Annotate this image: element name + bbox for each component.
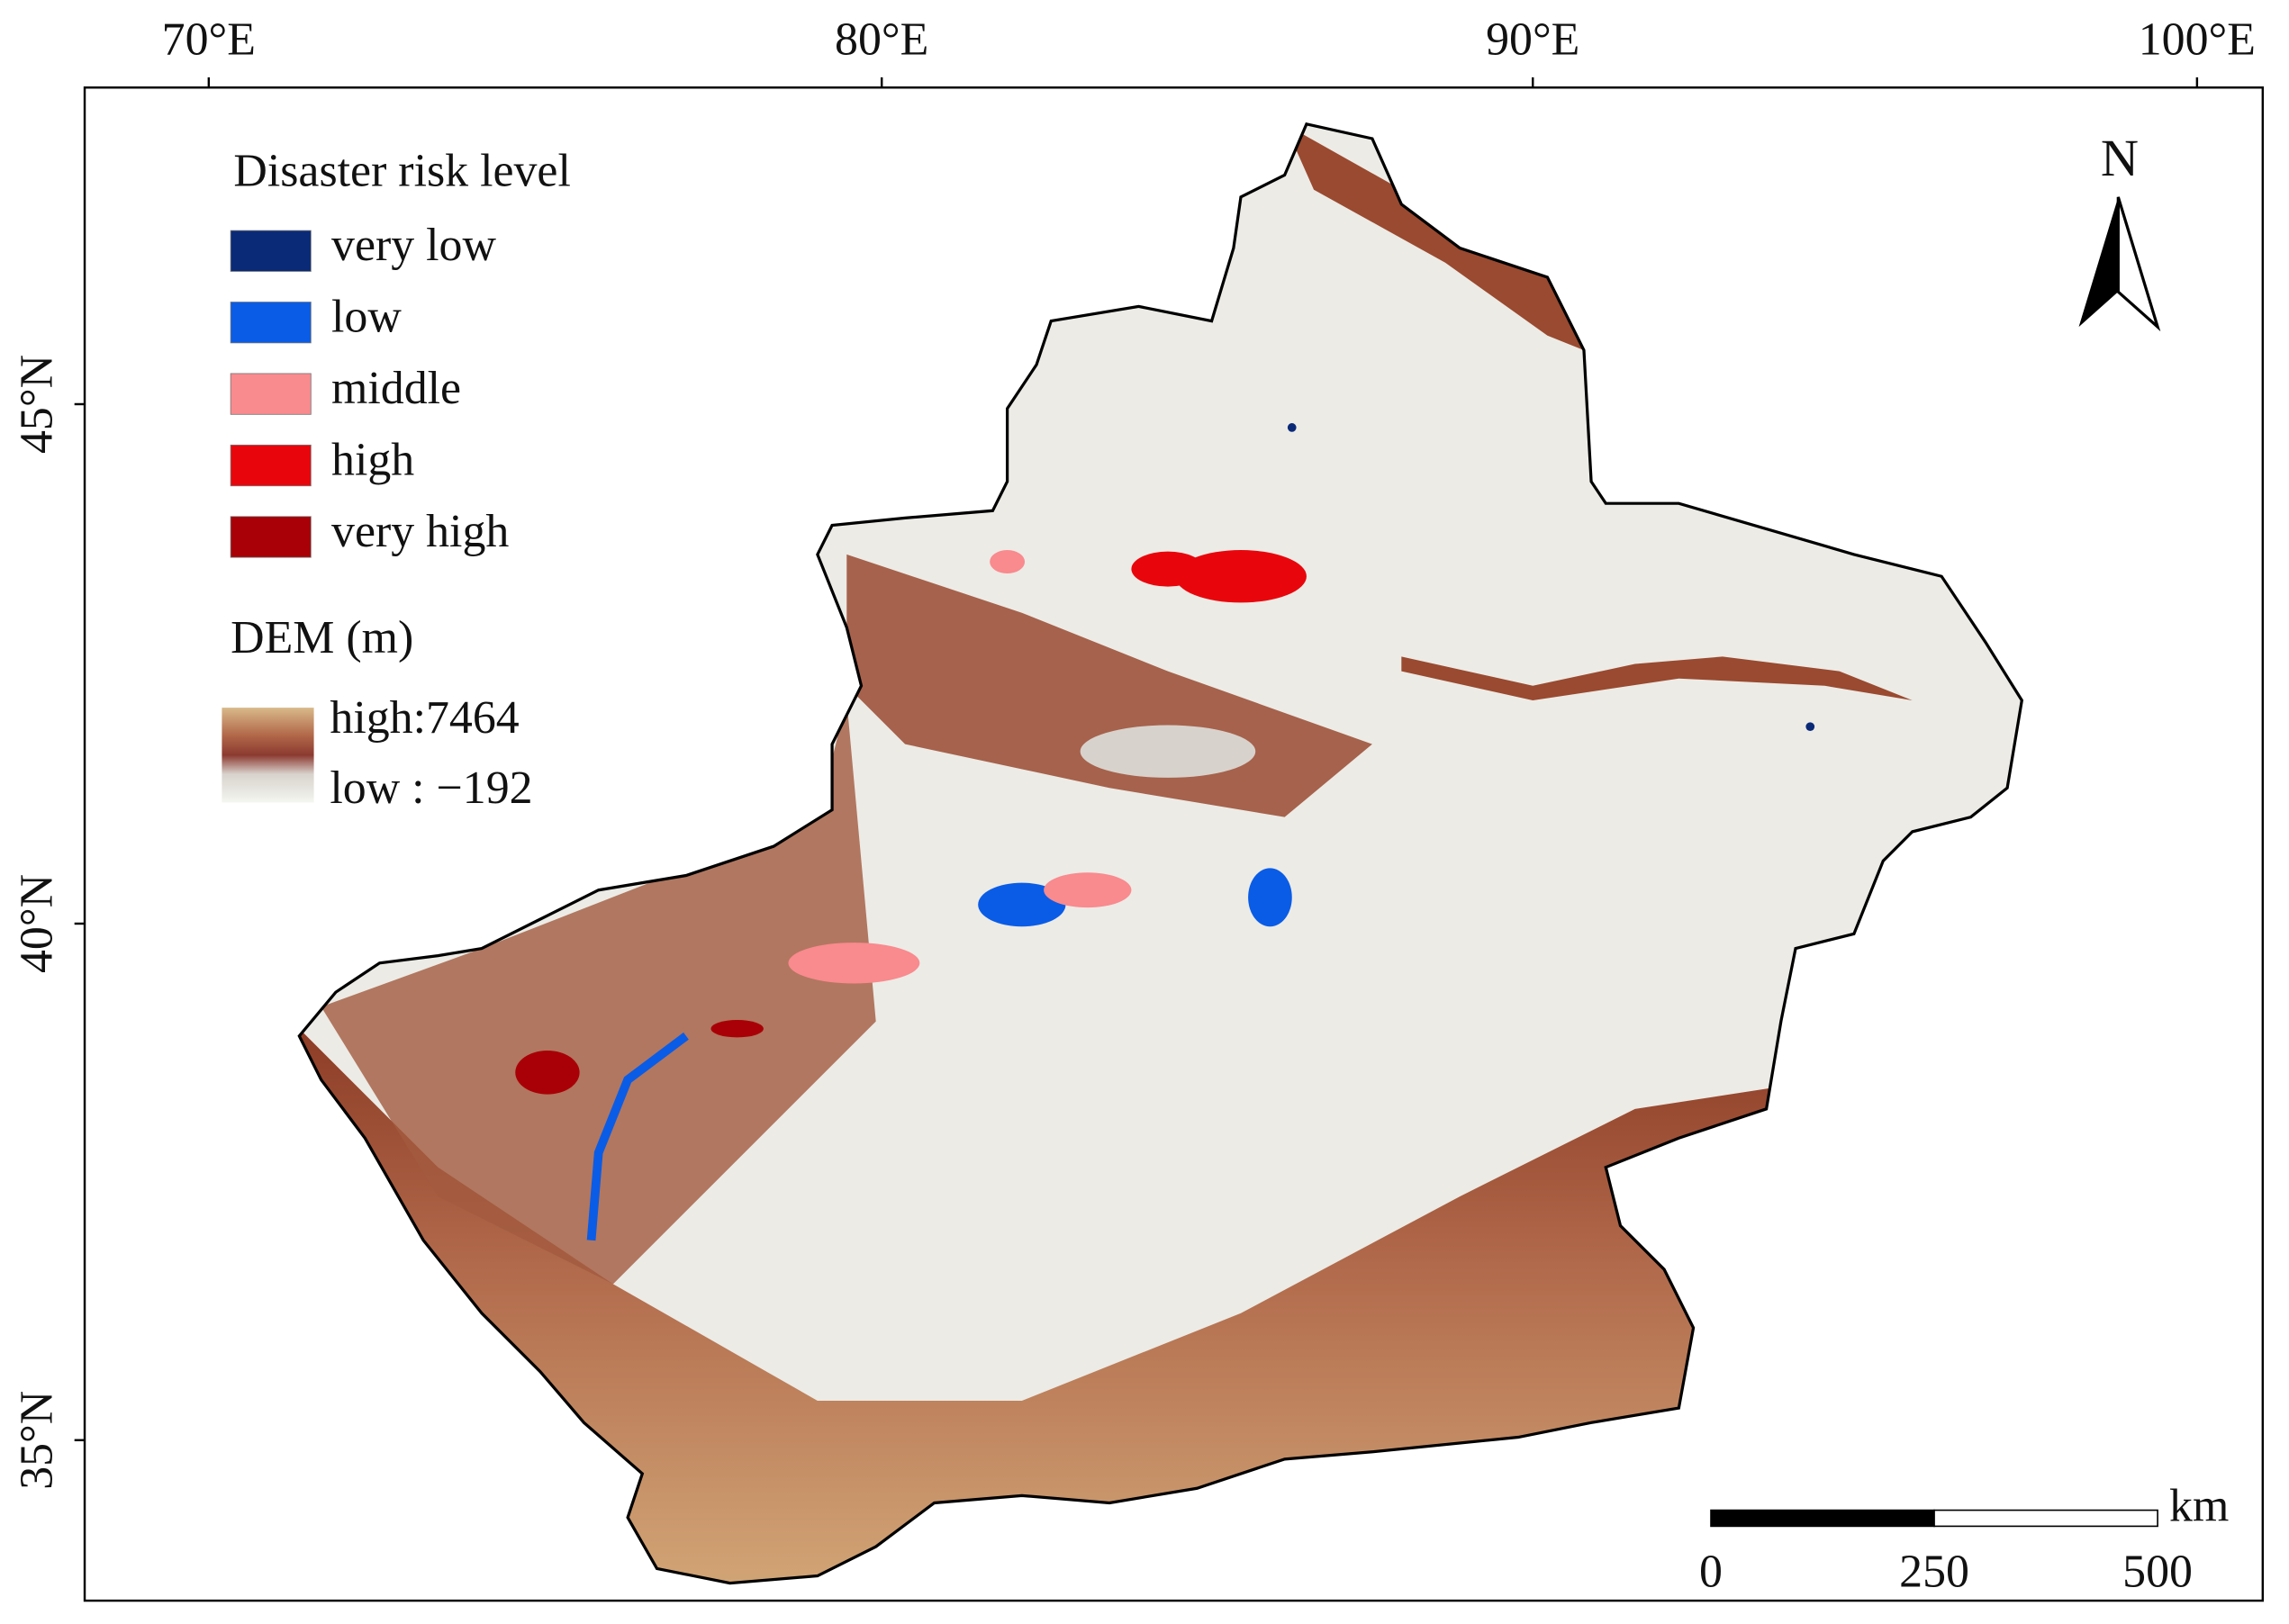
legend-label: low: [331, 291, 402, 342]
north-arrow-left: [2078, 196, 2119, 328]
scale-label: 0: [1699, 1546, 1723, 1597]
region-boundary: [297, 122, 2024, 1585]
legend-swatch: [230, 302, 312, 344]
latitude-label: 35°N: [11, 1391, 62, 1490]
longitude-label: 100°E: [2139, 14, 2256, 66]
scale-segment: [1710, 1509, 1935, 1528]
scale-segment: [1933, 1509, 2158, 1528]
scale-unit: km: [2169, 1480, 2229, 1531]
scale-label: 500: [2122, 1546, 2193, 1597]
dem-swatch: [222, 708, 314, 803]
north-arrow-right: [2116, 196, 2161, 332]
legend-label: very low: [331, 220, 496, 271]
longitude-label: 70°E: [162, 14, 256, 66]
scale-bar: 0 250 500 km: [1699, 1480, 2229, 1597]
dem-low-label: low : −192: [330, 762, 532, 814]
risk-legend: Disaster risk level very low low middle hig…: [230, 145, 571, 558]
scale-label: 250: [1899, 1546, 1969, 1597]
legend-swatch: [230, 444, 312, 487]
north-label: N: [2101, 129, 2139, 187]
longitude-axis: 70°E 80°E 90°E 100°E: [162, 14, 2256, 88]
risk-patches: [515, 423, 1815, 1241]
legend-title: Disaster risk level: [233, 145, 570, 196]
legend-swatch: [230, 230, 312, 272]
legend-swatch: [230, 516, 312, 558]
legend-swatch: [230, 373, 312, 415]
longitude-label: 80°E: [835, 14, 928, 66]
longitude-label: 90°E: [1486, 14, 1579, 66]
legend-label: middle: [331, 363, 461, 414]
latitude-axis: 45°N 40°N 35°N: [11, 355, 86, 1490]
dem-legend-title: DEM (m): [231, 612, 413, 663]
legend-label: high: [331, 434, 414, 485]
latitude-label: 45°N: [11, 355, 62, 454]
latitude-label: 40°N: [11, 874, 62, 973]
legend-label: very high: [331, 506, 509, 557]
dem-high-label: high:7464: [330, 692, 519, 744]
